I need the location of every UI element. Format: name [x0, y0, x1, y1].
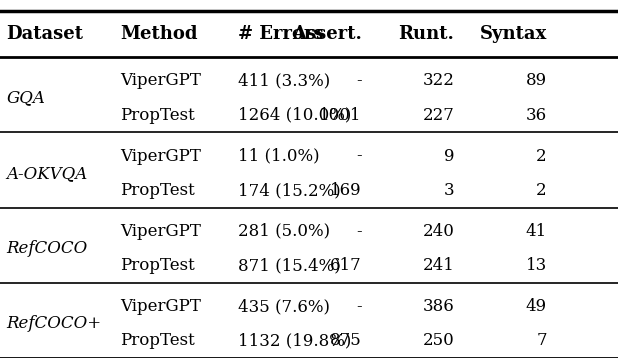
Text: 250: 250: [423, 332, 454, 349]
Text: 9: 9: [444, 147, 454, 165]
Text: 7: 7: [536, 332, 547, 349]
Text: -: -: [356, 298, 362, 315]
Text: 41: 41: [526, 223, 547, 240]
Text: RefCOCO: RefCOCO: [6, 240, 87, 257]
Text: RefCOCO+: RefCOCO+: [6, 315, 101, 332]
Text: Assert.: Assert.: [292, 25, 362, 43]
Text: 386: 386: [423, 298, 454, 315]
Text: -: -: [356, 223, 362, 240]
Text: Runt.: Runt.: [399, 25, 454, 43]
Text: ViperGPT: ViperGPT: [121, 223, 201, 240]
Text: 2: 2: [536, 147, 547, 165]
Text: PropTest: PropTest: [121, 332, 195, 349]
Text: GQA: GQA: [6, 90, 45, 107]
Text: Method: Method: [121, 25, 198, 43]
Text: ViperGPT: ViperGPT: [121, 298, 201, 315]
Text: PropTest: PropTest: [121, 257, 195, 274]
Text: -: -: [356, 72, 362, 90]
Text: 36: 36: [526, 107, 547, 124]
Text: 169: 169: [330, 182, 362, 199]
Text: 3: 3: [444, 182, 454, 199]
Text: Dataset: Dataset: [6, 25, 83, 43]
Text: 11 (1.0%): 11 (1.0%): [238, 147, 320, 165]
Text: 281 (5.0%): 281 (5.0%): [238, 223, 330, 240]
Text: # Errors: # Errors: [238, 25, 324, 43]
Text: 49: 49: [526, 298, 547, 315]
Text: ViperGPT: ViperGPT: [121, 72, 201, 90]
Text: 13: 13: [526, 257, 547, 274]
Text: 411 (3.3%): 411 (3.3%): [238, 72, 330, 90]
Text: Syntax: Syntax: [480, 25, 547, 43]
Text: 322: 322: [422, 72, 454, 90]
Text: 617: 617: [330, 257, 362, 274]
Text: 875: 875: [330, 332, 362, 349]
Text: 241: 241: [422, 257, 454, 274]
Text: 240: 240: [422, 223, 454, 240]
Text: -: -: [356, 147, 362, 165]
Text: 174 (15.2%): 174 (15.2%): [238, 182, 341, 199]
Text: 2: 2: [536, 182, 547, 199]
Text: 1132 (19.8%): 1132 (19.8%): [238, 332, 351, 349]
Text: 871 (15.4%): 871 (15.4%): [238, 257, 341, 274]
Text: 435 (7.6%): 435 (7.6%): [238, 298, 330, 315]
Text: PropTest: PropTest: [121, 182, 195, 199]
Text: PropTest: PropTest: [121, 107, 195, 124]
Text: 1001: 1001: [319, 107, 362, 124]
Text: 89: 89: [526, 72, 547, 90]
Text: 227: 227: [422, 107, 454, 124]
Text: A-OKVQA: A-OKVQA: [6, 165, 87, 182]
Text: ViperGPT: ViperGPT: [121, 147, 201, 165]
Text: 1264 (10.0%): 1264 (10.0%): [238, 107, 351, 124]
